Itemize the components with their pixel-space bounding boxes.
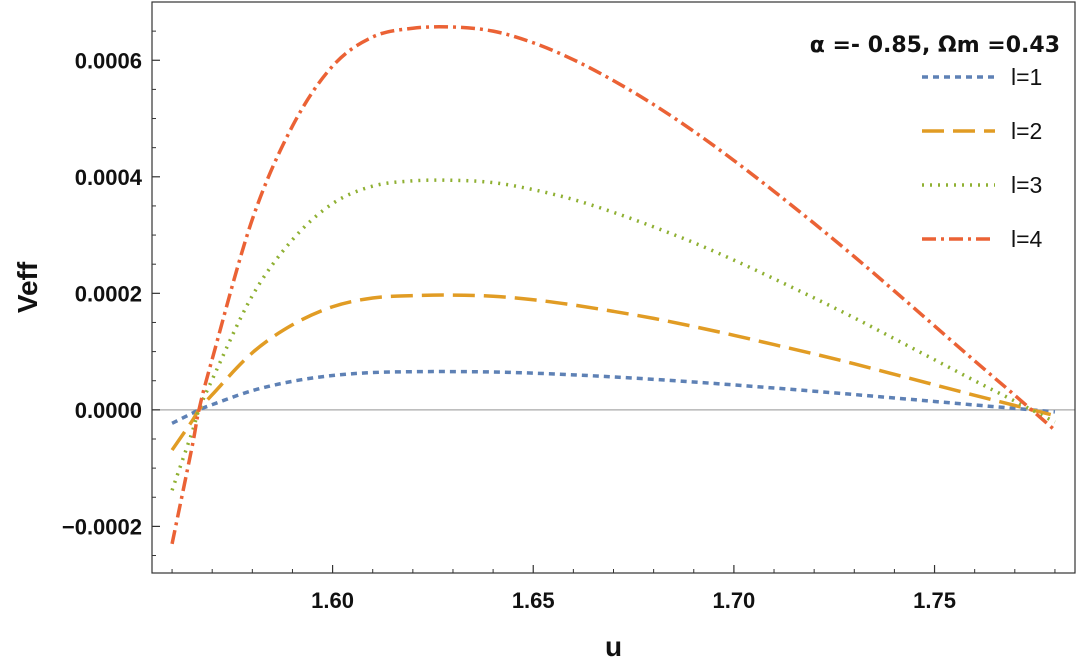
series-line-l=2	[170, 293, 1056, 452]
x-tick-label: 1.60	[311, 588, 354, 613]
y-axis-label: Veff	[12, 261, 43, 313]
legend-label: l=1	[1011, 64, 1042, 90]
x-axis: 1.60 1.65 1.70 1.75	[171, 565, 1056, 613]
y-tick-label: 0.0002	[75, 281, 142, 306]
x-tick-label: 1.70	[712, 588, 755, 613]
legend-title: α =- 0.85, Ωm =0.43	[810, 33, 1060, 58]
series-line-l=3	[170, 178, 1056, 491]
series-line-l=4	[170, 25, 1057, 545]
y-tick-label: 0.0006	[75, 48, 142, 73]
x-axis-label: u	[605, 631, 622, 662]
legend: α =- 0.85, Ωm =0.43 l=1 l=2 l=3 l=4	[810, 33, 1060, 252]
y-tick-label: 0.0004	[75, 165, 143, 190]
y-axis: −0.0002 0.0000 0.0002 0.0004 0.0006	[62, 30, 160, 557]
legend-label: l=2	[1011, 118, 1042, 144]
legend-label: l=4	[1011, 226, 1043, 252]
x-tick-label: 1.65	[512, 588, 555, 613]
y-tick-label: 0.0000	[75, 398, 142, 423]
x-tick-label: 1.75	[913, 588, 956, 613]
series-layer	[170, 25, 1057, 545]
y-tick-label: −0.0002	[62, 514, 142, 539]
plot-frame	[151, 1, 1076, 574]
legend-label: l=3	[1011, 172, 1042, 198]
series-line-l=1	[171, 369, 1056, 425]
